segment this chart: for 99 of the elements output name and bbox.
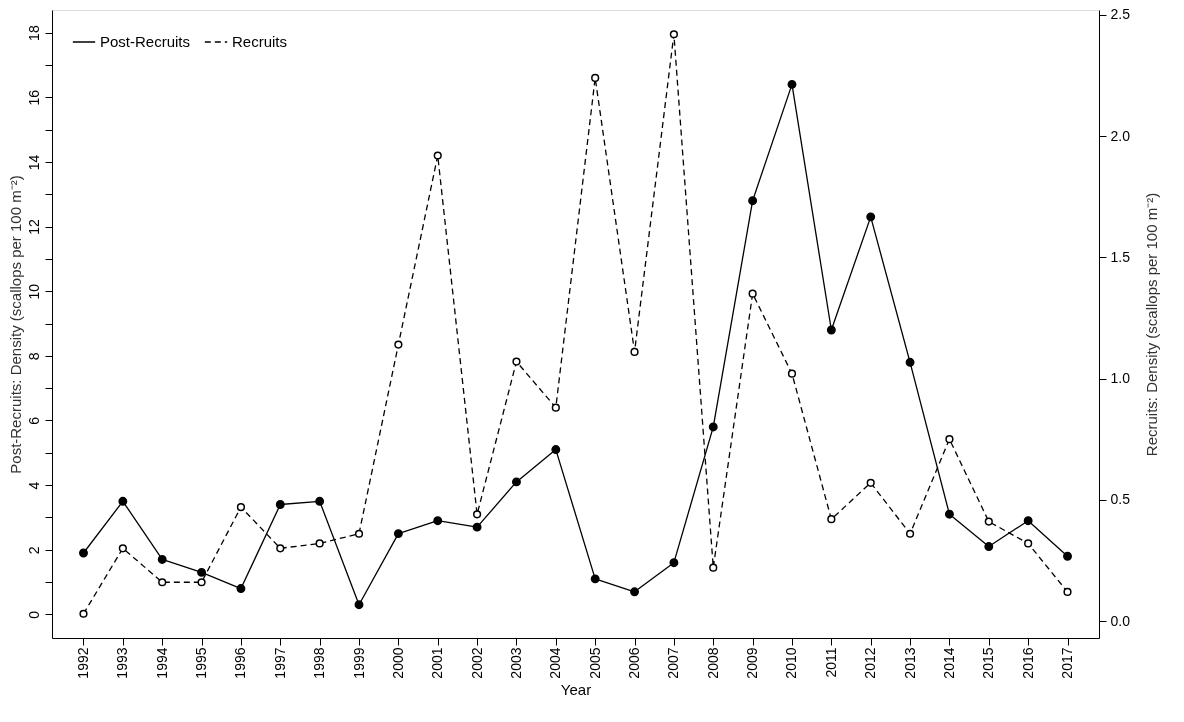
legend-label: Recruits <box>232 33 288 50</box>
point <box>551 445 561 455</box>
point <box>275 500 285 509</box>
y2-tick-label: 0.5 <box>1110 491 1131 508</box>
y2-tick-label: 2.0 <box>1110 127 1131 144</box>
x-tick-label: 2013 <box>901 647 918 679</box>
point <box>393 529 403 539</box>
y2-tick-label: 2.5 <box>1110 6 1131 23</box>
point <box>787 79 797 89</box>
x-tick-label: 1994 <box>153 647 170 679</box>
point <box>905 357 915 367</box>
point <box>472 522 482 532</box>
y-tick-label: 4 <box>25 481 42 490</box>
y-tick-label: 6 <box>25 416 42 425</box>
point <box>79 548 88 558</box>
point <box>590 574 600 584</box>
point <box>1023 516 1033 526</box>
point <box>984 517 993 526</box>
point <box>158 578 167 587</box>
legend-label: Post-Recruits <box>100 33 191 50</box>
x-tick-label: 2000 <box>389 647 406 679</box>
x-tick-label: 2003 <box>507 647 524 679</box>
x-tick-label: 1999 <box>350 647 367 679</box>
point <box>787 369 797 378</box>
point <box>630 347 639 356</box>
point <box>708 422 718 432</box>
point <box>591 73 600 82</box>
point <box>866 478 875 487</box>
y-tick-label: 0 <box>25 610 42 619</box>
y2-axis-title: Recruits: Density (scallops per 100 m⁻²) <box>1142 192 1160 457</box>
point <box>905 529 915 538</box>
y2-tick-label: 0.0 <box>1110 612 1131 629</box>
point <box>236 502 246 512</box>
point <box>748 196 758 206</box>
x-tick-label: 2001 <box>429 647 446 679</box>
point <box>1063 587 1072 597</box>
point <box>197 567 207 577</box>
point <box>354 529 364 538</box>
point <box>512 357 521 366</box>
point <box>197 578 206 587</box>
x-tick-label: 2014 <box>940 647 957 679</box>
y-tick-label: 8 <box>25 352 42 361</box>
point <box>315 539 324 548</box>
point <box>551 403 560 412</box>
x-tick-label: 1997 <box>271 647 288 679</box>
point <box>945 435 954 444</box>
y-tick-label: 14 <box>25 154 42 171</box>
point <box>630 587 639 597</box>
point <box>669 558 679 568</box>
x-tick-label: 2007 <box>665 647 682 679</box>
x-tick-label: 2011 <box>822 647 839 678</box>
y-axis-title: Post-Recruits: Density (scallops per 100 m⁻²) <box>6 175 24 474</box>
y2-tick-label: 1.0 <box>1110 370 1131 387</box>
x-tick-label: 2009 <box>744 647 761 679</box>
point <box>354 600 364 610</box>
point <box>709 563 718 572</box>
point <box>276 544 285 553</box>
x-tick-label: 2012 <box>862 647 879 679</box>
x-tick-label: 2010 <box>783 647 800 679</box>
x-tick-label: 2005 <box>586 647 603 679</box>
point <box>827 515 836 524</box>
point <box>512 477 521 487</box>
point <box>748 289 757 298</box>
y-tick-label: 2 <box>25 546 42 555</box>
point <box>669 30 679 39</box>
x-tick-label: 1998 <box>311 647 328 679</box>
x-tick-label: 2004 <box>547 647 564 679</box>
x-axis-title: Year <box>560 680 592 698</box>
point <box>394 340 403 349</box>
y-tick-label: 18 <box>25 25 42 41</box>
point <box>236 584 246 593</box>
x-tick-label: 1993 <box>114 647 131 679</box>
x-tick-label: 2008 <box>704 647 721 679</box>
x-tick-label: 1992 <box>74 647 91 679</box>
x-tick-label: 1996 <box>232 647 249 679</box>
y-tick-label: 10 <box>25 283 42 300</box>
x-tick-label: 2006 <box>626 647 643 679</box>
x-tick-label: 2017 <box>1059 647 1076 679</box>
y2-tick-label: 1.5 <box>1110 248 1131 265</box>
point <box>472 510 482 519</box>
x-tick-label: 2016 <box>1019 647 1036 679</box>
point <box>118 496 128 506</box>
point <box>984 542 994 551</box>
x-tick-label: 1995 <box>193 647 210 679</box>
point <box>1024 539 1033 548</box>
point <box>433 516 443 526</box>
point <box>866 212 876 222</box>
point <box>118 544 127 553</box>
point <box>1063 551 1072 561</box>
point <box>433 151 442 160</box>
point <box>826 325 836 335</box>
point <box>315 496 325 506</box>
y-tick-label: 12 <box>25 219 42 235</box>
y-tick-label: 16 <box>25 89 42 106</box>
point <box>157 555 167 564</box>
point <box>79 609 88 618</box>
point <box>944 509 954 519</box>
x-tick-label: 2015 <box>980 647 997 679</box>
x-tick-label: 2002 <box>468 647 485 679</box>
